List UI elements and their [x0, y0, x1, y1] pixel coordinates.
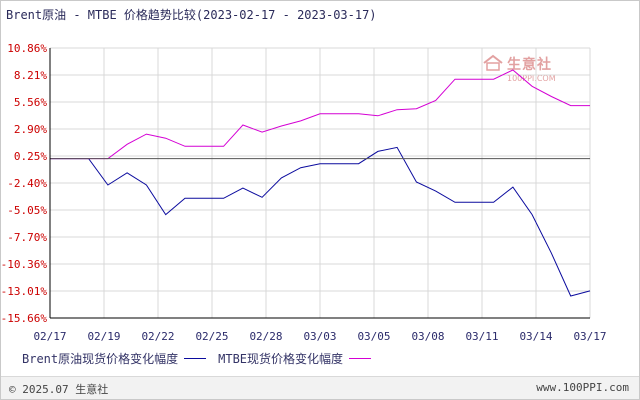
y-tick-label: 0.25%	[14, 150, 47, 163]
legend-label-brent: Brent原油现货价格变化幅度	[22, 352, 179, 366]
x-tick-label: 02/28	[249, 330, 282, 343]
watermark-logo: 生意社 100PPI.COM	[482, 54, 556, 83]
legend-swatch-brent	[184, 358, 207, 359]
y-tick-label: -7.70%	[7, 231, 47, 244]
y-tick-label: -15.66%	[1, 312, 48, 325]
series-line-0	[50, 146, 591, 297]
x-tick-label: 02/25	[195, 330, 228, 343]
x-tick-label: 03/14	[519, 330, 552, 343]
house-icon	[483, 54, 503, 71]
y-tick-label: 5.56%	[14, 96, 47, 109]
y-tick-label: -5.05%	[7, 204, 47, 217]
y-axis-ticks: 10.86% 8.21% 5.56% 2.90% 0.25% -2.40% -5.05% -7…	[1, 42, 48, 325]
x-tick-label: 03/11	[465, 330, 498, 343]
series-lines	[50, 69, 591, 297]
x-tick-label: 02/19	[87, 330, 120, 343]
x-tick-label: 03/03	[303, 330, 336, 343]
footer: © 2025.07 生意社 www.100PPI.com	[1, 376, 639, 399]
x-tick-label: 03/08	[411, 330, 444, 343]
x-axis-ticks: 02/17 02/19 02/22 02/25 02/28 03/03 03/05 03/08…	[33, 330, 606, 343]
watermark-name: 生意社	[507, 57, 552, 73]
x-tick-label: 03/17	[573, 330, 606, 343]
x-tick-label: 03/05	[357, 330, 390, 343]
legend-label-mtbe: MTBE现货价格变化幅度	[218, 352, 344, 366]
y-tick-label: 8.21%	[14, 69, 47, 82]
chart-title: Brent原油 - MTBE 价格趋势比较(2023-02-17 - 2023-…	[6, 8, 377, 22]
y-tick-label: -13.01%	[1, 285, 48, 298]
y-tick-label: 2.90%	[14, 123, 47, 136]
x-tick-label: 02/17	[33, 330, 66, 343]
watermark-site: 100PPI.COM	[507, 74, 556, 83]
series-line-1	[50, 69, 590, 160]
footer-site-link[interactable]: www.100PPI.com	[536, 381, 629, 394]
y-tick-label: -2.40%	[7, 177, 47, 190]
legend-swatch-mtbe	[349, 358, 372, 359]
grid	[49, 47, 591, 319]
y-tick-label: 10.86%	[7, 42, 47, 55]
axes	[49, 48, 590, 319]
y-tick-label: -10.36%	[1, 258, 48, 271]
footer-copyright: © 2025.07 生意社	[9, 383, 109, 396]
legend: Brent原油现货价格变化幅度 MTBE现货价格变化幅度	[22, 350, 383, 367]
x-tick-label: 02/22	[141, 330, 174, 343]
